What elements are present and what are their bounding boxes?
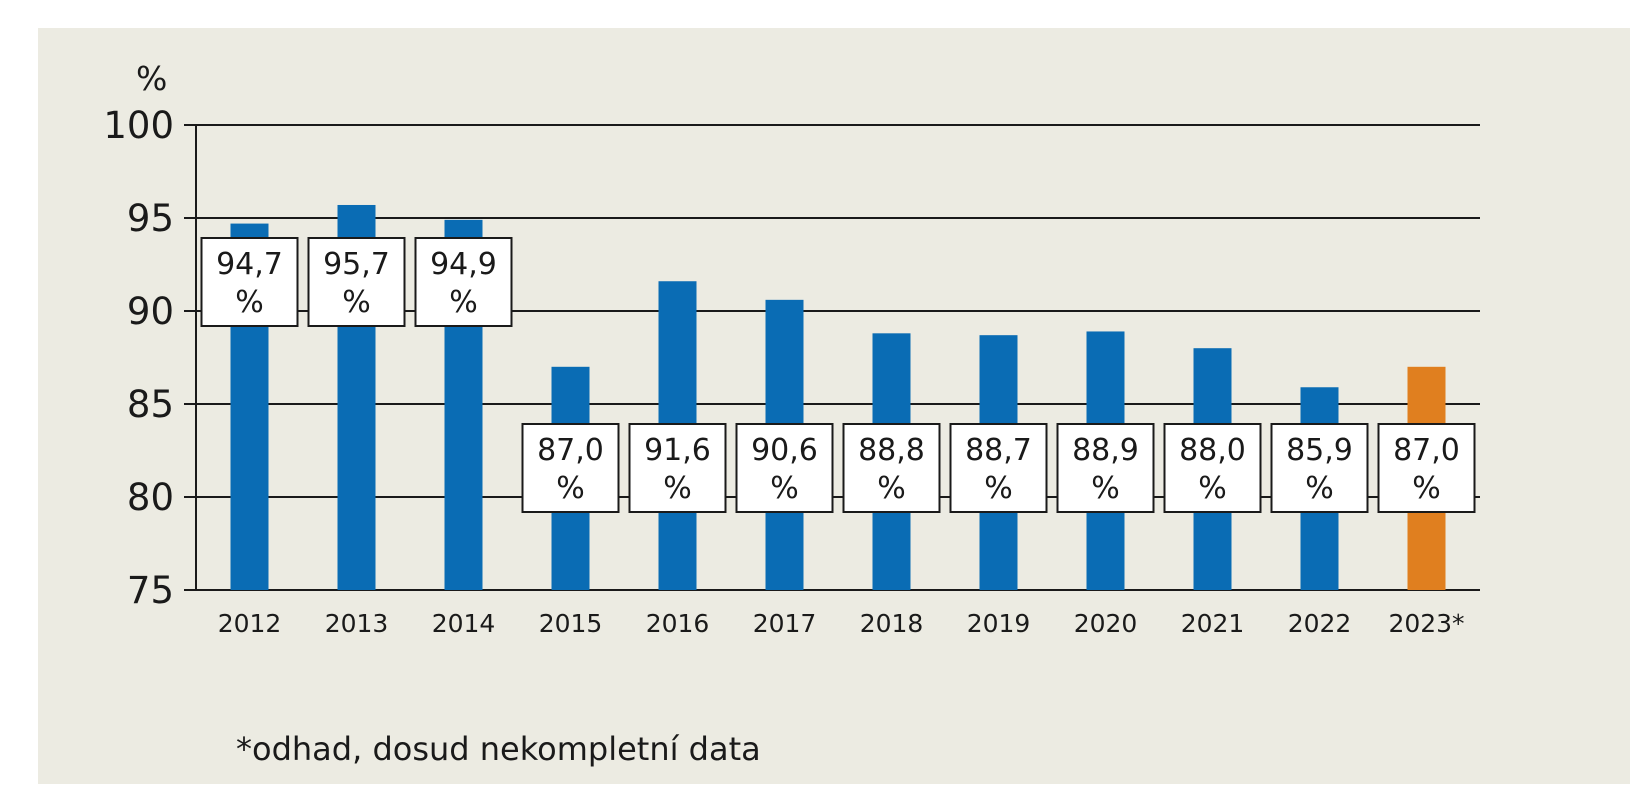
x-tick-label-2019: 2019 — [967, 609, 1031, 638]
data-label-value: 91,6 — [644, 433, 711, 468]
data-label-value: 88,7 — [965, 433, 1032, 468]
x-tick-label-2016: 2016 — [646, 609, 710, 638]
data-label-unit: % — [1198, 471, 1227, 506]
data-label-box — [628, 423, 727, 513]
chart-panel: 75 80 85 90 95 100 2012 2013 2014 2015 2016 2017 20… — [38, 28, 1630, 784]
data-label-2018: 88,8% — [842, 423, 941, 513]
y-tick-labels: 75 80 85 90 95 100 — [103, 104, 174, 612]
data-label-box — [735, 423, 834, 513]
data-label-unit: % — [1305, 471, 1334, 506]
x-tick-label-2022: 2022 — [1288, 609, 1352, 638]
y-tick-label-75: 75 — [127, 569, 174, 612]
data-label-value: 88,8 — [858, 433, 925, 468]
data-label-unit: % — [1412, 471, 1441, 506]
footnote: *odhad, dosud nekompletní data — [236, 730, 761, 768]
data-label-box — [949, 423, 1048, 513]
data-label-unit: % — [235, 285, 264, 320]
data-label-2013: 95,7% — [307, 237, 406, 327]
data-label-box — [414, 237, 513, 327]
data-label-unit: % — [984, 471, 1013, 506]
y-unit-label: % — [136, 59, 167, 98]
data-label-box — [1377, 423, 1476, 513]
data-label-2023: 87,0% — [1377, 423, 1476, 513]
x-tick-label-2017: 2017 — [753, 609, 817, 638]
x-tick-label-2020: 2020 — [1074, 609, 1138, 638]
data-label-box — [200, 237, 299, 327]
grid-lines — [196, 124, 1480, 591]
data-label-box — [1270, 423, 1369, 513]
data-label-value: 94,9 — [430, 247, 497, 282]
data-label-unit: % — [342, 285, 371, 320]
data-label-box — [842, 423, 941, 513]
y-tick-label-100: 100 — [103, 104, 174, 147]
data-label-value: 87,0 — [537, 433, 604, 468]
data-label-unit: % — [449, 285, 478, 320]
data-labels: 94,7%95,7%94,9%87,0%91,6%90,6%88,8%88,7%… — [200, 237, 1476, 513]
x-tick-label-2014: 2014 — [432, 609, 496, 638]
data-label-box — [1056, 423, 1155, 513]
x-tick-label-2012: 2012 — [218, 609, 282, 638]
data-label-value: 88,0 — [1179, 433, 1246, 468]
x-tick-label-2021: 2021 — [1181, 609, 1245, 638]
bars — [230, 204, 1446, 591]
y-tick-label-95: 95 — [127, 197, 174, 240]
data-label-2021: 88,0% — [1163, 423, 1262, 513]
data-label-unit: % — [1091, 471, 1120, 506]
x-tick-label-2013: 2013 — [325, 609, 389, 638]
x-tick-label-2023: 2023* — [1388, 609, 1464, 638]
data-label-box — [1163, 423, 1262, 513]
data-label-value: 90,6 — [751, 433, 818, 468]
data-label-2012: 94,7% — [200, 237, 299, 327]
data-label-value: 87,0 — [1393, 433, 1460, 468]
data-label-value: 95,7 — [323, 247, 390, 282]
x-tick-label-2015: 2015 — [539, 609, 603, 638]
data-label-2016: 91,6% — [628, 423, 727, 513]
y-tick-label-80: 80 — [127, 476, 174, 519]
axes — [184, 124, 197, 591]
data-label-value: 85,9 — [1286, 433, 1353, 468]
x-tick-labels: 2012 2013 2014 2015 2016 2017 2018 2019 2020 2021… — [218, 609, 1465, 638]
data-label-box — [307, 237, 406, 327]
data-label-value: 94,7 — [216, 247, 283, 282]
data-label-2017: 90,6% — [735, 423, 834, 513]
data-label-2020: 88,9% — [1056, 423, 1155, 513]
x-tick-label-2018: 2018 — [860, 609, 924, 638]
data-label-2019: 88,7% — [949, 423, 1048, 513]
y-tick-label-90: 90 — [127, 290, 174, 333]
data-label-2022: 85,9% — [1270, 423, 1369, 513]
data-label-value: 88,9 — [1072, 433, 1139, 468]
data-label-2014: 94,9% — [414, 237, 513, 327]
data-label-unit: % — [663, 471, 692, 506]
data-label-unit: % — [770, 471, 799, 506]
data-label-unit: % — [556, 471, 585, 506]
data-label-unit: % — [877, 471, 906, 506]
y-tick-label-85: 85 — [127, 383, 174, 426]
data-label-box — [521, 423, 620, 513]
data-label-2015: 87,0% — [521, 423, 620, 513]
